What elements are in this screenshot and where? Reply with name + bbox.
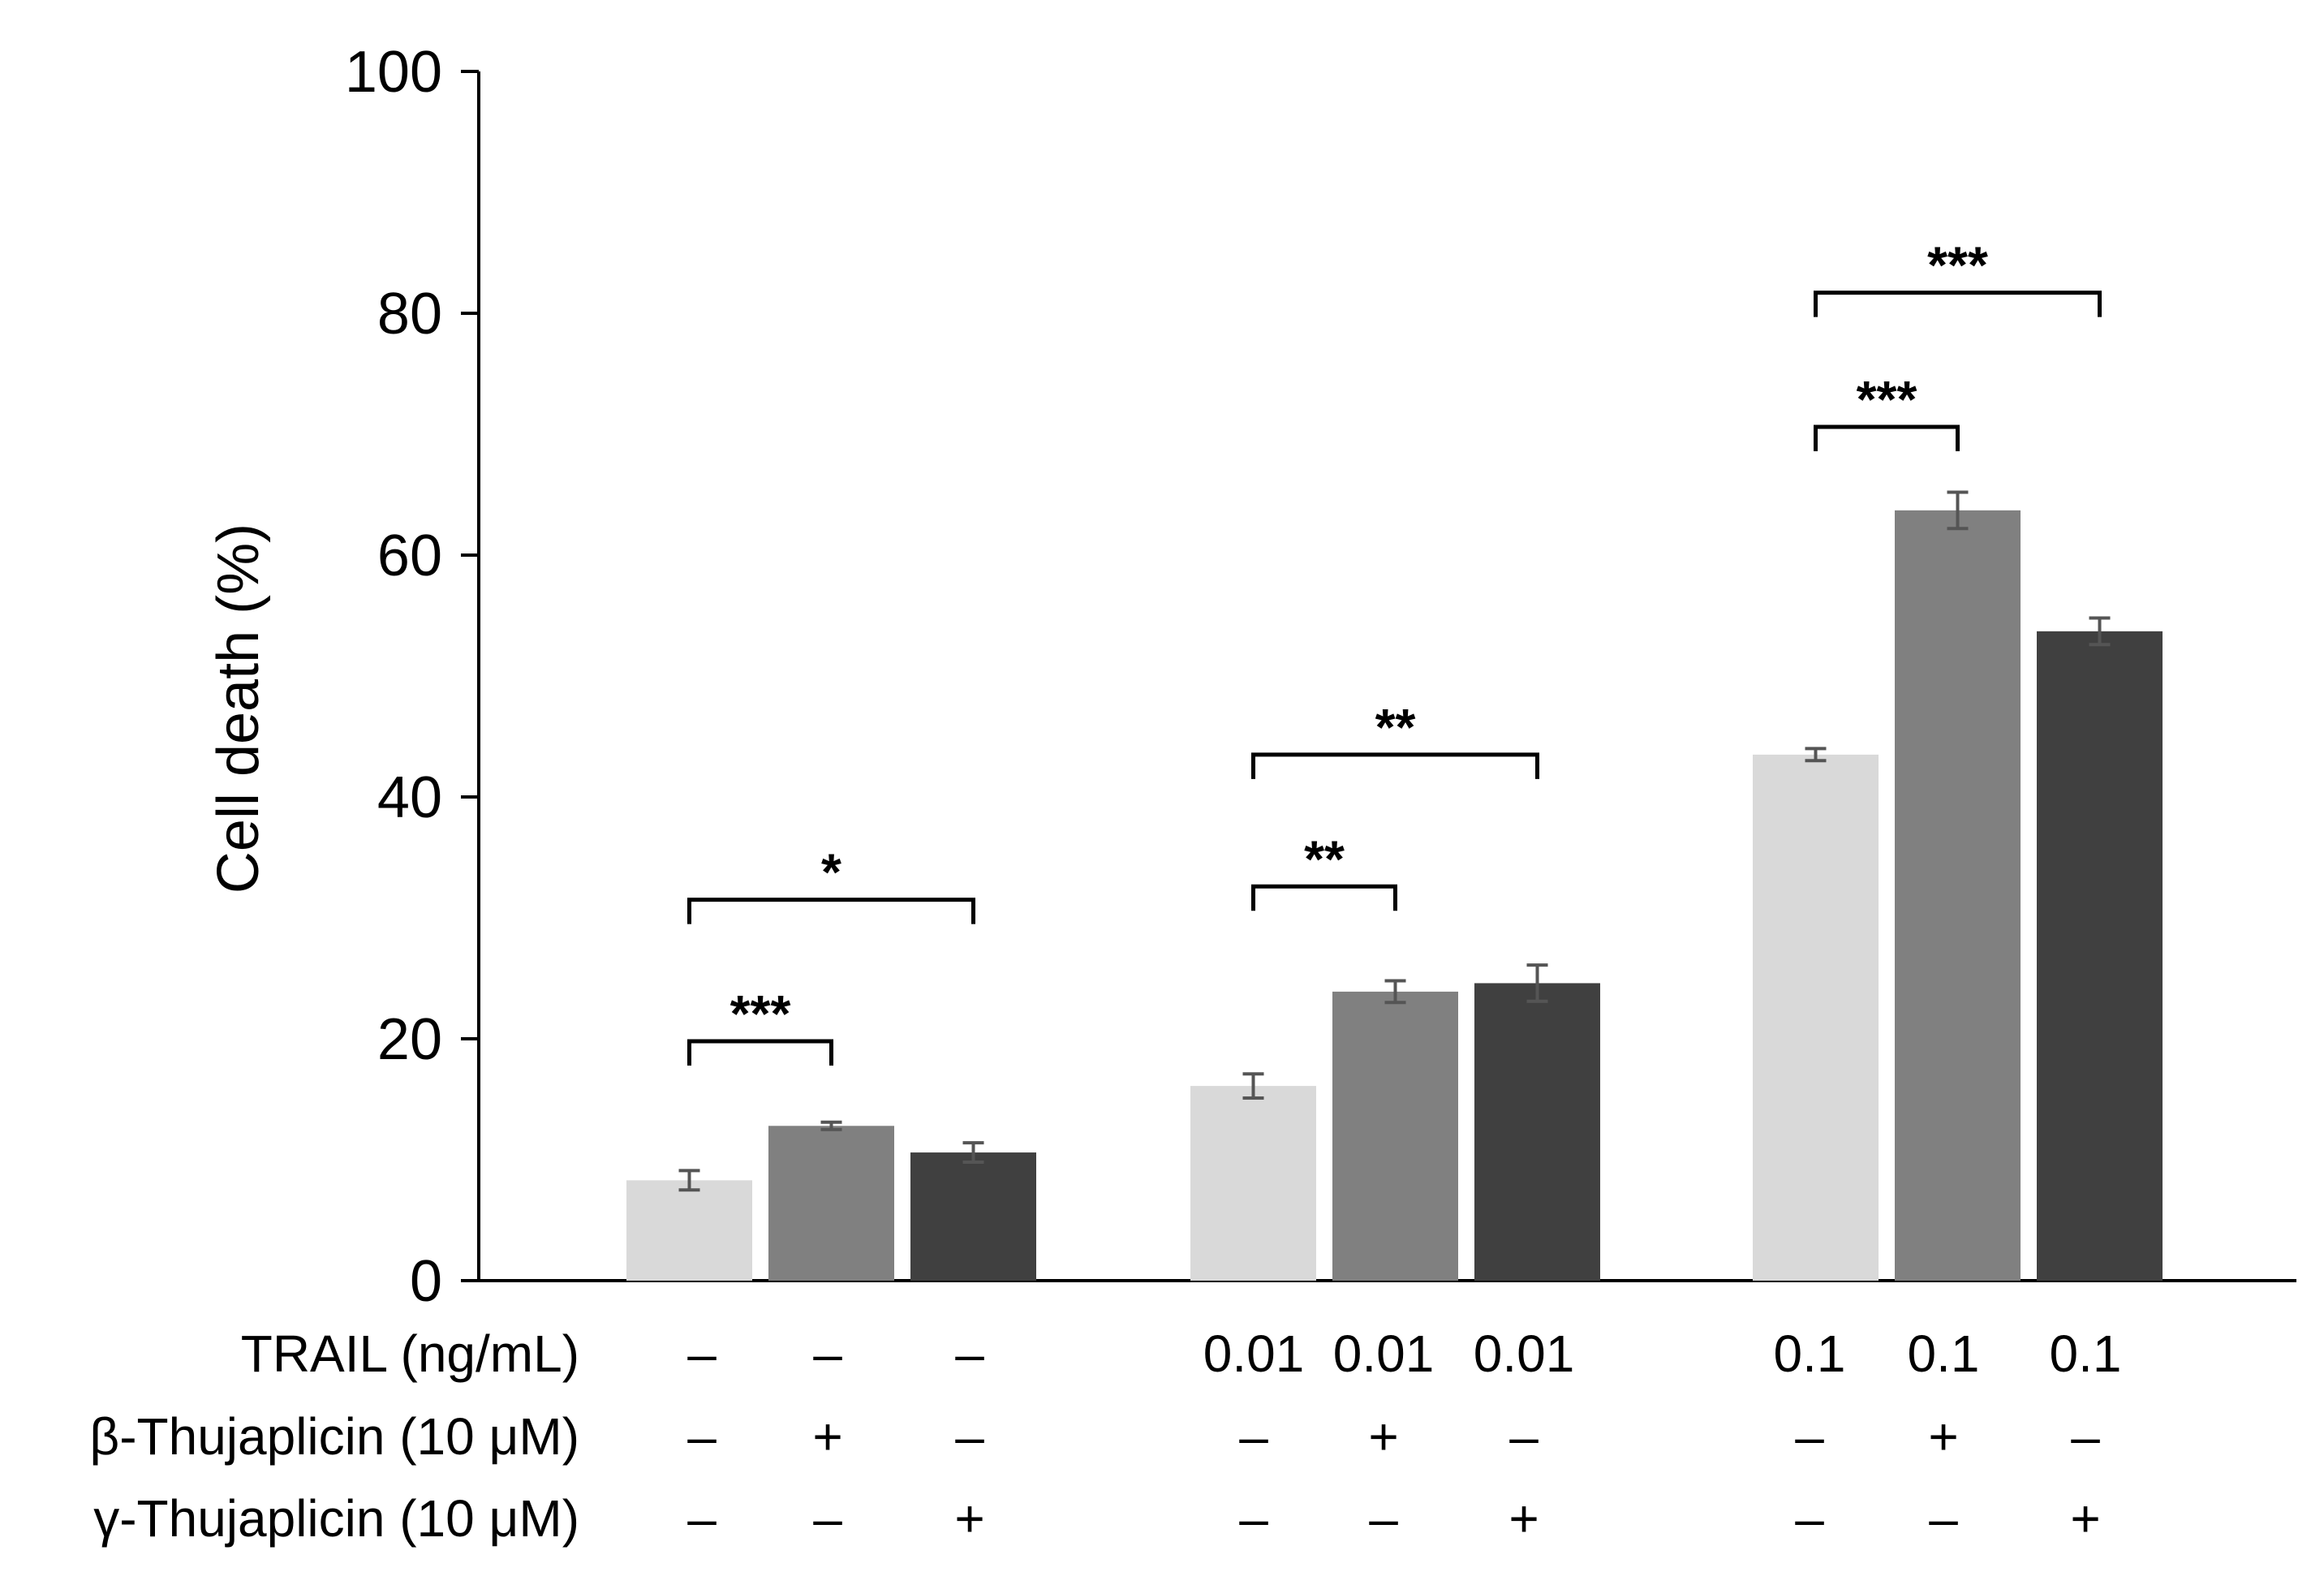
bar: [1895, 510, 2021, 1281]
condition-value: 0.01: [1474, 1324, 1575, 1383]
condition-value: –: [813, 1324, 842, 1383]
bar: [1474, 983, 1600, 1281]
condition-value: +: [1928, 1407, 1958, 1466]
condition-value: –: [955, 1407, 984, 1466]
y-tick-label: 40: [377, 765, 442, 830]
condition-table: TRAIL (ng/mL) β-Thujaplicin (10 μM) γ-Thuj…: [89, 1324, 2121, 1548]
y-tick-label: 100: [345, 40, 442, 105]
condition-value: –: [2071, 1407, 2100, 1466]
significance-bracket: [687, 1039, 833, 1066]
condition-value: –: [955, 1324, 984, 1383]
condition-value: +: [1508, 1489, 1539, 1548]
condition-row-label: β-Thujaplicin (10 μM): [89, 1407, 579, 1466]
significance-label: *: [821, 843, 841, 902]
significance-label: ***: [730, 984, 791, 1043]
condition-value: +: [1368, 1407, 1398, 1466]
bar: [768, 1126, 894, 1281]
y-tick-label: 60: [377, 523, 442, 588]
significance-brackets: **** **********: [687, 236, 2102, 1066]
bar: [1753, 754, 1879, 1281]
condition-value: –: [1239, 1407, 1268, 1466]
significance-bracket: [687, 898, 975, 924]
significance-label: ***: [1857, 370, 1917, 429]
bar: [1332, 991, 1458, 1281]
condition-value: –: [1369, 1489, 1398, 1548]
condition-value: –: [687, 1407, 717, 1466]
y-tick-label: 20: [377, 1007, 442, 1072]
bar: [1190, 1086, 1316, 1281]
significance-bracket: [1814, 424, 1960, 452]
bar: [2037, 631, 2163, 1281]
significance-bracket: [1251, 884, 1397, 911]
condition-row-label: γ-Thujaplicin (10 μM): [93, 1489, 579, 1548]
condition-value: –: [813, 1489, 842, 1548]
condition-value: 0.01: [1203, 1324, 1305, 1383]
significance-label: **: [1375, 698, 1416, 756]
condition-value: +: [812, 1407, 842, 1466]
condition-value: –: [687, 1489, 717, 1548]
condition-value: –: [1509, 1407, 1539, 1466]
condition-value: –: [1929, 1489, 1958, 1548]
axes: 0 20 40 60 80 100 Cell death (%): [206, 40, 2296, 1314]
condition-row-label: TRAIL (ng/mL): [241, 1324, 579, 1383]
condition-value: 0.1: [2050, 1324, 2122, 1383]
y-tick-label: 80: [377, 282, 442, 347]
significance-bracket: [1814, 291, 2102, 317]
condition-value: –: [1239, 1489, 1268, 1548]
significance-label: **: [1304, 829, 1345, 888]
condition-value: –: [1795, 1407, 1824, 1466]
condition-value: –: [1795, 1489, 1824, 1548]
condition-value: +: [2070, 1489, 2100, 1548]
y-axis-title: Cell death (%): [206, 523, 271, 894]
condition-value: 0.1: [1774, 1324, 1846, 1383]
bars: [626, 490, 2163, 1281]
significance-label: ***: [1927, 236, 1988, 295]
bar: [626, 1180, 752, 1281]
condition-value: 0.1: [1908, 1324, 1980, 1383]
condition-value: 0.01: [1333, 1324, 1435, 1383]
y-tick-label: 0: [410, 1249, 442, 1314]
bar: [910, 1152, 1036, 1281]
significance-bracket: [1251, 752, 1539, 779]
condition-value: –: [687, 1324, 717, 1383]
condition-value: +: [954, 1489, 984, 1548]
